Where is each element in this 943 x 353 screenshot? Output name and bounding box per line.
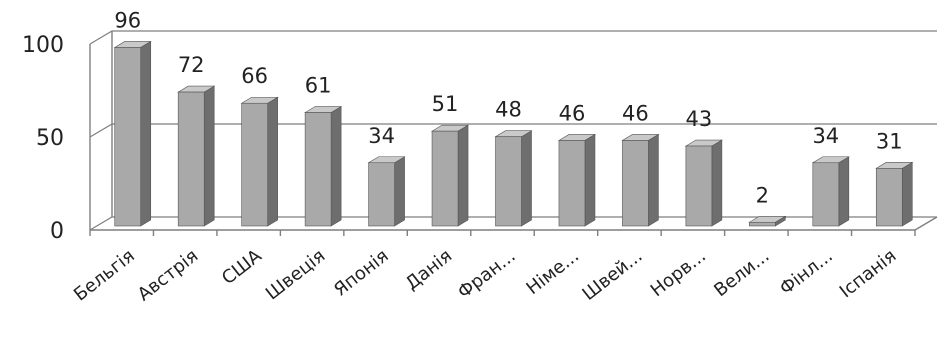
data-label: 46 [622,101,649,125]
gridline-100 [89,30,937,45]
data-label: 43 [686,107,713,131]
axes [89,31,938,236]
bar-front [304,112,332,227]
bar-side [584,133,596,227]
bar [304,106,343,227]
y-tick-label: 50 [36,126,64,151]
bar [621,133,660,227]
y-tick-labels: 0 50 100 [22,33,64,244]
x-tick-label: Фран... [454,245,520,303]
bars [113,40,914,227]
x-tick-label: Швеція [262,245,329,304]
bar [748,215,787,227]
bar [494,130,533,227]
bar-front [241,102,268,227]
x-axis-depth [914,216,938,231]
bar-side [267,96,278,227]
data-label: 51 [432,92,459,116]
bar [811,156,850,227]
bar [557,133,597,227]
bar-front [812,162,840,227]
bar-front [685,145,713,227]
bar-front [875,168,903,227]
bar [113,40,152,227]
bar-front [749,221,776,227]
x-tick-label: Данія [402,245,456,294]
bar-front [177,91,205,227]
bar-side [901,161,913,227]
bar-front [558,140,586,227]
x-tick-label: Бельгія [70,245,139,305]
bar-side [521,130,532,227]
bar-front [495,136,522,227]
bar-side [648,133,659,227]
bar [367,156,406,227]
data-label: 31 [876,129,903,153]
bar-front [622,140,649,227]
bar-front [368,162,395,227]
data-label: 66 [241,64,268,88]
bar-side [394,156,405,227]
bar-side [203,85,215,227]
x-tick-label: Норв... [647,245,710,301]
data-label: 48 [495,98,522,122]
bar [684,139,723,227]
data-label: 72 [178,53,205,77]
data-label: 34 [812,124,839,148]
data-labels: 96 72 66 61 34 51 48 46 46 43 2 34 31 [114,8,902,207]
x-tick-label: Фінл... [776,245,837,299]
x-tick-label: Австрія [134,245,203,305]
bar-side [838,156,850,227]
data-label: 61 [305,74,332,98]
data-label: 2 [756,183,769,207]
bar-side [711,139,723,227]
bar-side [330,106,342,227]
x-tick-label: Японія [330,245,392,300]
bar [240,96,279,227]
y-tick-label: 0 [50,219,64,244]
x-tick-label: Іспанія [836,245,901,302]
x-tick-label: Швей... [579,245,647,305]
bar-front [114,47,142,227]
y-tick-label: 100 [22,33,64,58]
x-tick-label: Німе... [523,245,583,299]
bar-side [457,124,469,227]
data-label: 96 [114,8,141,32]
x-tick-label: США [218,245,266,289]
bar [430,124,470,227]
data-label: 46 [559,101,586,125]
bar [875,161,914,227]
bar [177,85,216,227]
bar-front [431,130,459,227]
data-label: 34 [368,124,395,148]
bar-side [140,40,152,227]
x-tick-label: Вели... [710,245,773,301]
